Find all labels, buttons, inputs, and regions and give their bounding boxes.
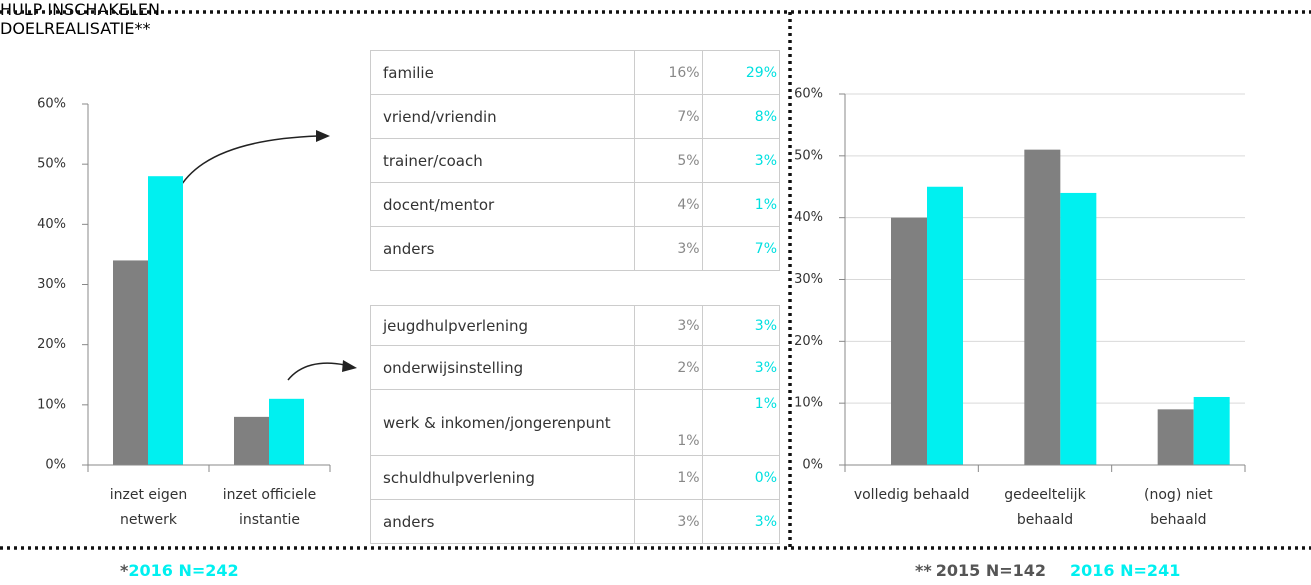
y-tick-label: 50% [37, 157, 66, 172]
table-row: familie 16% 29% [369, 50, 781, 95]
y-tick-label: 0% [802, 458, 823, 473]
table-label: trainer/coach [369, 138, 636, 183]
y-tick-label: 40% [794, 210, 823, 225]
y-tick-label: 30% [794, 272, 823, 287]
chart-title: HULP INSCHAKELEN [0, 0, 160, 19]
footnote: *2016 N=242 [120, 561, 239, 580]
table-row: anders 3% 3% [369, 499, 781, 544]
y-tick-label: 0% [45, 458, 66, 473]
table-label: docent/mentor [369, 182, 636, 227]
bar [1060, 192, 1097, 465]
table-value: 1% [701, 389, 781, 456]
bar [269, 398, 304, 465]
table-value: 5% [634, 138, 703, 183]
table-row: anders 3% 7% [369, 226, 781, 271]
table-row: schuldhulpverlening 1% 0% [369, 455, 781, 500]
legend-entry: 2016 N=242 [128, 561, 239, 580]
table-row: docent/mentor 4% 1% [369, 182, 781, 227]
bar [927, 186, 963, 465]
table: familie 16% 29% vriend/vriendin 7% 8% trainer/… [369, 50, 781, 271]
table-label: anders [369, 499, 636, 544]
table-value: 2% [634, 345, 703, 390]
dotted-frame [0, 10, 1311, 550]
table-value: 8% [701, 94, 781, 139]
table-value: 3% [701, 138, 781, 183]
footnote-mark: ** [915, 561, 932, 580]
arrowhead [342, 360, 357, 372]
x-tick-label: (nog) niet behaald [1144, 487, 1213, 528]
table-value: 29% [701, 50, 781, 95]
table-label: anders [369, 226, 636, 271]
y-tick-label: 10% [37, 397, 66, 412]
table-label: vriend/vriendin [369, 94, 636, 139]
table-row: jeugdhulpverlening 3% 3% [369, 305, 781, 346]
x-tick-label: inzet eigen netwerk [109, 487, 188, 528]
table-label: familie [369, 50, 636, 95]
table-label: jeugdhulpverlening [369, 305, 636, 346]
bar [1024, 149, 1061, 465]
table-value: 16% [634, 50, 703, 95]
table-value: 4% [634, 182, 703, 227]
table-value: 7% [701, 226, 781, 271]
chart-title: DOELREALISATIE** [0, 19, 151, 38]
table-row: onderwijsinstelling 2% 3% [369, 345, 781, 390]
bar [148, 176, 183, 465]
table-row: vriend/vriendin 7% 8% [369, 94, 781, 139]
bar [1157, 409, 1194, 465]
arrows [167, 135, 346, 381]
table-value: 1% [634, 389, 703, 456]
bar [234, 416, 269, 465]
y-tick-label: 20% [794, 334, 823, 349]
table-value: 3% [701, 499, 781, 544]
y-tick-label: 40% [37, 217, 66, 232]
table: jeugdhulpverlening 3% 3% onderwijsinstellin… [369, 305, 781, 544]
table-value: 7% [634, 94, 703, 139]
table-label: onderwijsinstelling [369, 345, 636, 390]
bar [1193, 396, 1230, 465]
x-tick-label: volledig behaald [853, 487, 970, 503]
y-tick-label: 60% [37, 97, 66, 112]
x-tick-label: gedeeltelijk behaald [1004, 487, 1086, 528]
x-tick-label: inzet officiele instantie [222, 487, 317, 528]
table-row: trainer/coach 5% 3% [369, 138, 781, 183]
y-tick-label: 60% [794, 87, 823, 102]
arrowhead [316, 130, 330, 142]
table-value: 0% [701, 455, 781, 500]
table-value: 3% [634, 226, 703, 271]
table-label: schuldhulpverlening [369, 455, 636, 500]
table-value: 1% [701, 182, 781, 227]
y-tick-label: 50% [794, 148, 823, 163]
legend-entry: 2016 N=241 [1070, 561, 1181, 580]
footnote: ** 2015 N=142 2016 N=241 [915, 561, 1180, 580]
table-value: 1% [634, 455, 703, 500]
bar [113, 260, 148, 465]
table-value: 3% [701, 305, 781, 346]
table-label: werk & inkomen/jongerenpunt [369, 389, 636, 456]
bar [891, 217, 927, 465]
table-value: 3% [634, 305, 703, 346]
footnote-mark: * [120, 561, 129, 580]
y-tick-label: 30% [37, 277, 66, 292]
table-row: werk & inkomen/jongerenpunt 1% 1% [369, 389, 781, 456]
table-value: 3% [701, 345, 781, 390]
table-value: 3% [634, 499, 703, 544]
y-tick-label: 10% [794, 396, 823, 411]
legend-entry: 2015 N=142 [935, 561, 1047, 580]
y-tick-label: 20% [37, 337, 66, 352]
